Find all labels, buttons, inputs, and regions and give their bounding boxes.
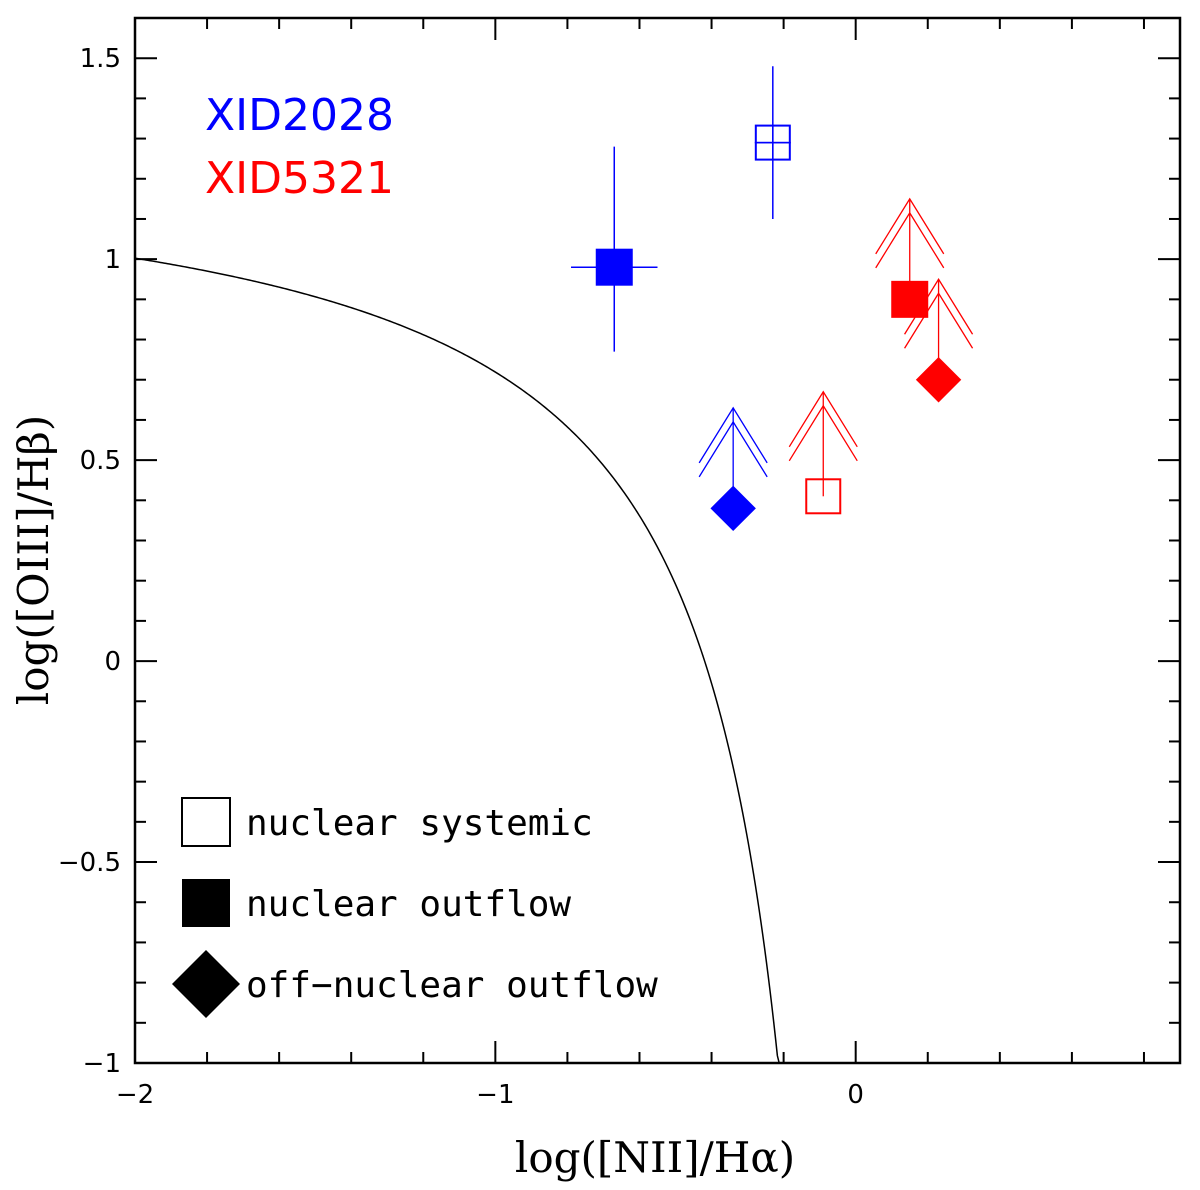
legend-open-square xyxy=(181,797,231,847)
y-tick-label: 0 xyxy=(104,647,121,677)
legend-label: off−nuclear outflow xyxy=(246,965,658,1006)
lower-limit-arrow xyxy=(788,390,858,448)
lower-limit-arrow xyxy=(875,197,945,255)
legend-layer: nuclear systemic nuclear outflow off−nucle… xyxy=(172,797,658,1018)
legend-label: nuclear systemic xyxy=(246,803,593,844)
lower-limit-arrow xyxy=(904,292,974,349)
object-label-xid2028: XID2028 xyxy=(205,90,394,141)
labels-layer: XID2028 XID5321 xyxy=(205,90,394,204)
marker-nuclear-systemic xyxy=(805,478,842,515)
legend-label: nuclear outflow xyxy=(246,884,571,925)
legend-entry: nuclear systemic xyxy=(181,797,593,847)
lower-limit-arrow xyxy=(698,420,768,478)
y-tick-label: 0.5 xyxy=(80,446,121,476)
marker-nuclear-outflow xyxy=(891,280,929,318)
legend-filled-diamond xyxy=(172,950,240,1018)
series-xid5321 xyxy=(788,197,974,515)
x-axis-title: log([NII]/Hα) xyxy=(515,1133,795,1182)
y-tick-label: 1 xyxy=(104,245,121,275)
points-layer xyxy=(571,66,974,532)
marker-off-nuclear-outflow xyxy=(710,485,756,532)
y-axis-title: log([OIII]/Hβ) xyxy=(9,415,58,705)
lower-limit-arrow xyxy=(788,404,858,462)
x-tick-label: 0 xyxy=(847,1080,864,1110)
legend-entry: off−nuclear outflow xyxy=(172,950,658,1018)
legend-filled-square xyxy=(182,879,230,927)
y-tick-label: 1.5 xyxy=(80,44,121,74)
curve-layer xyxy=(134,257,863,1064)
legend-entry: nuclear outflow xyxy=(182,879,571,927)
marker-off-nuclear-outflow xyxy=(915,357,962,403)
demarcation-curve xyxy=(134,257,863,1064)
lower-limit-arrow xyxy=(875,211,945,269)
y-tick-label: −1 xyxy=(83,1049,121,1079)
marker-nuclear-outflow xyxy=(595,248,633,286)
lower-limit-arrow xyxy=(904,278,974,335)
object-label-xid5321: XID5321 xyxy=(205,153,394,204)
lower-limit-arrow xyxy=(698,406,768,464)
series-xid2028 xyxy=(571,66,791,532)
y-tick-label: −0.5 xyxy=(58,848,121,878)
x-tick-label: −2 xyxy=(116,1080,154,1110)
x-tick-label: −1 xyxy=(476,1080,514,1110)
ticks-layer: −2 −1 0−1−0.500.511.5 xyxy=(58,17,1180,1110)
